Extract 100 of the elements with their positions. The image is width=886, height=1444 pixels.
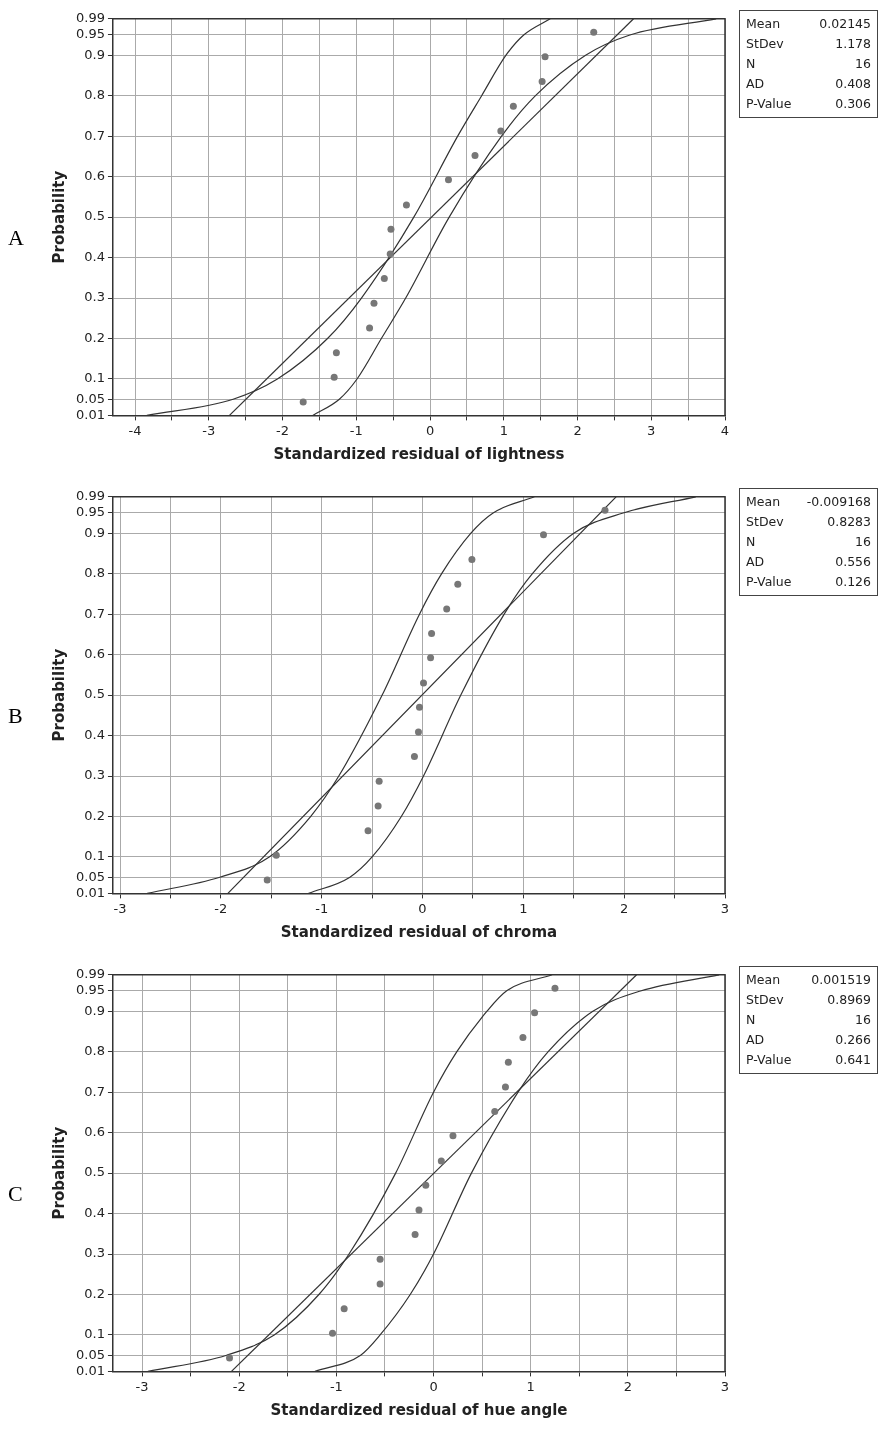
text: AD 0.408 (746, 76, 871, 91)
point (402, 201, 410, 209)
point (370, 299, 378, 307)
x-tick-label: 1 (519, 900, 528, 916)
y-tick-label: 0.05 (76, 1346, 105, 1362)
y-tick-label: 0.6 (84, 168, 105, 184)
x-tick-label: 1 (526, 1378, 535, 1394)
y-tick-label: 0.1 (84, 848, 105, 864)
x-tick-label: 0 (425, 422, 435, 438)
y-axis-title: Probability (49, 1126, 68, 1220)
text: Mean 0.001519 (746, 972, 871, 987)
point (445, 176, 453, 184)
point (330, 373, 338, 381)
y-tick-label: 0.6 (84, 646, 105, 662)
point (380, 275, 388, 283)
text: Mean -0.009168 (746, 494, 871, 509)
point (454, 580, 462, 588)
point (329, 1329, 337, 1337)
point (263, 876, 271, 884)
point (376, 1255, 384, 1263)
y-tick-label: 0.9 (84, 46, 105, 62)
y-tick-label: 0.9 (84, 1002, 105, 1018)
point (415, 728, 423, 736)
text: P-Value 0.126 (746, 574, 871, 589)
y-tick-label: 0.5 (84, 1164, 105, 1180)
x-tick-label: -3 (135, 1378, 149, 1394)
x-tick-label: 0 (418, 900, 427, 916)
point (387, 225, 395, 233)
y-tick-label: 0.8 (84, 565, 105, 581)
x-tick-label: 3 (720, 900, 730, 916)
point (590, 28, 598, 36)
y-tick-label: 0.3 (84, 1245, 105, 1261)
point (420, 679, 428, 687)
y-tick-label: 0.95 (76, 26, 105, 42)
y-tick-label: 0.7 (84, 127, 105, 143)
x-tick-label: 4 (720, 422, 730, 438)
point (437, 1157, 445, 1165)
point (374, 802, 382, 810)
y-tick-label: 0.2 (84, 807, 105, 823)
point (497, 127, 505, 135)
point (366, 324, 374, 332)
y-tick-label: 0.3 (84, 289, 105, 305)
text: N 16 (746, 534, 871, 549)
point (443, 605, 451, 613)
y-axis-title: Probability (49, 170, 68, 264)
y-axis-title: Probability (49, 648, 68, 742)
y-tick-label: 0.6 (84, 1124, 105, 1140)
point (541, 53, 549, 61)
x-tick-label: 1 (499, 422, 508, 438)
y-tick-label: 0.1 (84, 1326, 105, 1342)
x-axis-title: Standardized residual of chroma (280, 922, 558, 941)
x-axis-title: Standardized residual of lightness (273, 444, 565, 463)
y-tick-label: 0.4 (84, 726, 105, 742)
y-tick-label: 0.2 (84, 1285, 105, 1301)
y-tick-label: 0.99 (76, 488, 105, 504)
x-tick-label: -3 (202, 422, 216, 438)
y-tick-label: 0.8 (84, 1043, 105, 1059)
y-tick-label: 0.99 (76, 10, 105, 26)
y-tick-label: 0.01 (76, 406, 105, 422)
point (410, 753, 418, 761)
point (272, 851, 280, 859)
point (415, 1206, 423, 1214)
y-tick-label: 0.5 (84, 208, 105, 224)
text: N 16 (746, 56, 871, 71)
point (491, 1108, 499, 1116)
x-axis-title: Standardized residual of hue angle (270, 1400, 568, 1419)
point (411, 1231, 419, 1239)
point (471, 152, 479, 160)
text: AD 0.556 (746, 554, 871, 569)
x-tick-label: -1 (349, 422, 363, 438)
y-tick-label: 0.4 (84, 1204, 105, 1220)
y-tick-label: 0.95 (76, 504, 105, 520)
text: StDev 0.8969 (746, 992, 871, 1007)
text: Mean 0.02145 (746, 16, 871, 31)
text: StDev 1.178 (746, 36, 871, 51)
point (509, 102, 517, 110)
text: P-Value 0.306 (746, 96, 871, 111)
y-tick-label: 0.5 (84, 686, 105, 702)
x-tick-label: 2 (573, 422, 582, 438)
point (468, 556, 476, 564)
point (375, 777, 383, 785)
point (540, 531, 548, 539)
point (504, 1058, 512, 1066)
point (449, 1132, 457, 1140)
x-tick-label: 3 (720, 1378, 730, 1394)
text: C (8, 1181, 23, 1207)
x-tick-label: 3 (647, 422, 656, 438)
y-tick-label: 0.3 (84, 767, 105, 783)
y-tick-label: 0.4 (84, 248, 105, 264)
x-tick-label: -2 (276, 422, 290, 438)
x-tick-label: -2 (232, 1378, 246, 1394)
x-tick-label: -1 (315, 900, 329, 916)
point (428, 630, 436, 638)
point (601, 506, 609, 514)
point (364, 827, 372, 835)
point (340, 1305, 348, 1313)
x-tick-label: -4 (128, 422, 142, 438)
y-tick-label: 0.05 (76, 390, 105, 406)
y-tick-label: 0.01 (76, 1362, 105, 1378)
y-tick-label: 0.1 (84, 370, 105, 386)
